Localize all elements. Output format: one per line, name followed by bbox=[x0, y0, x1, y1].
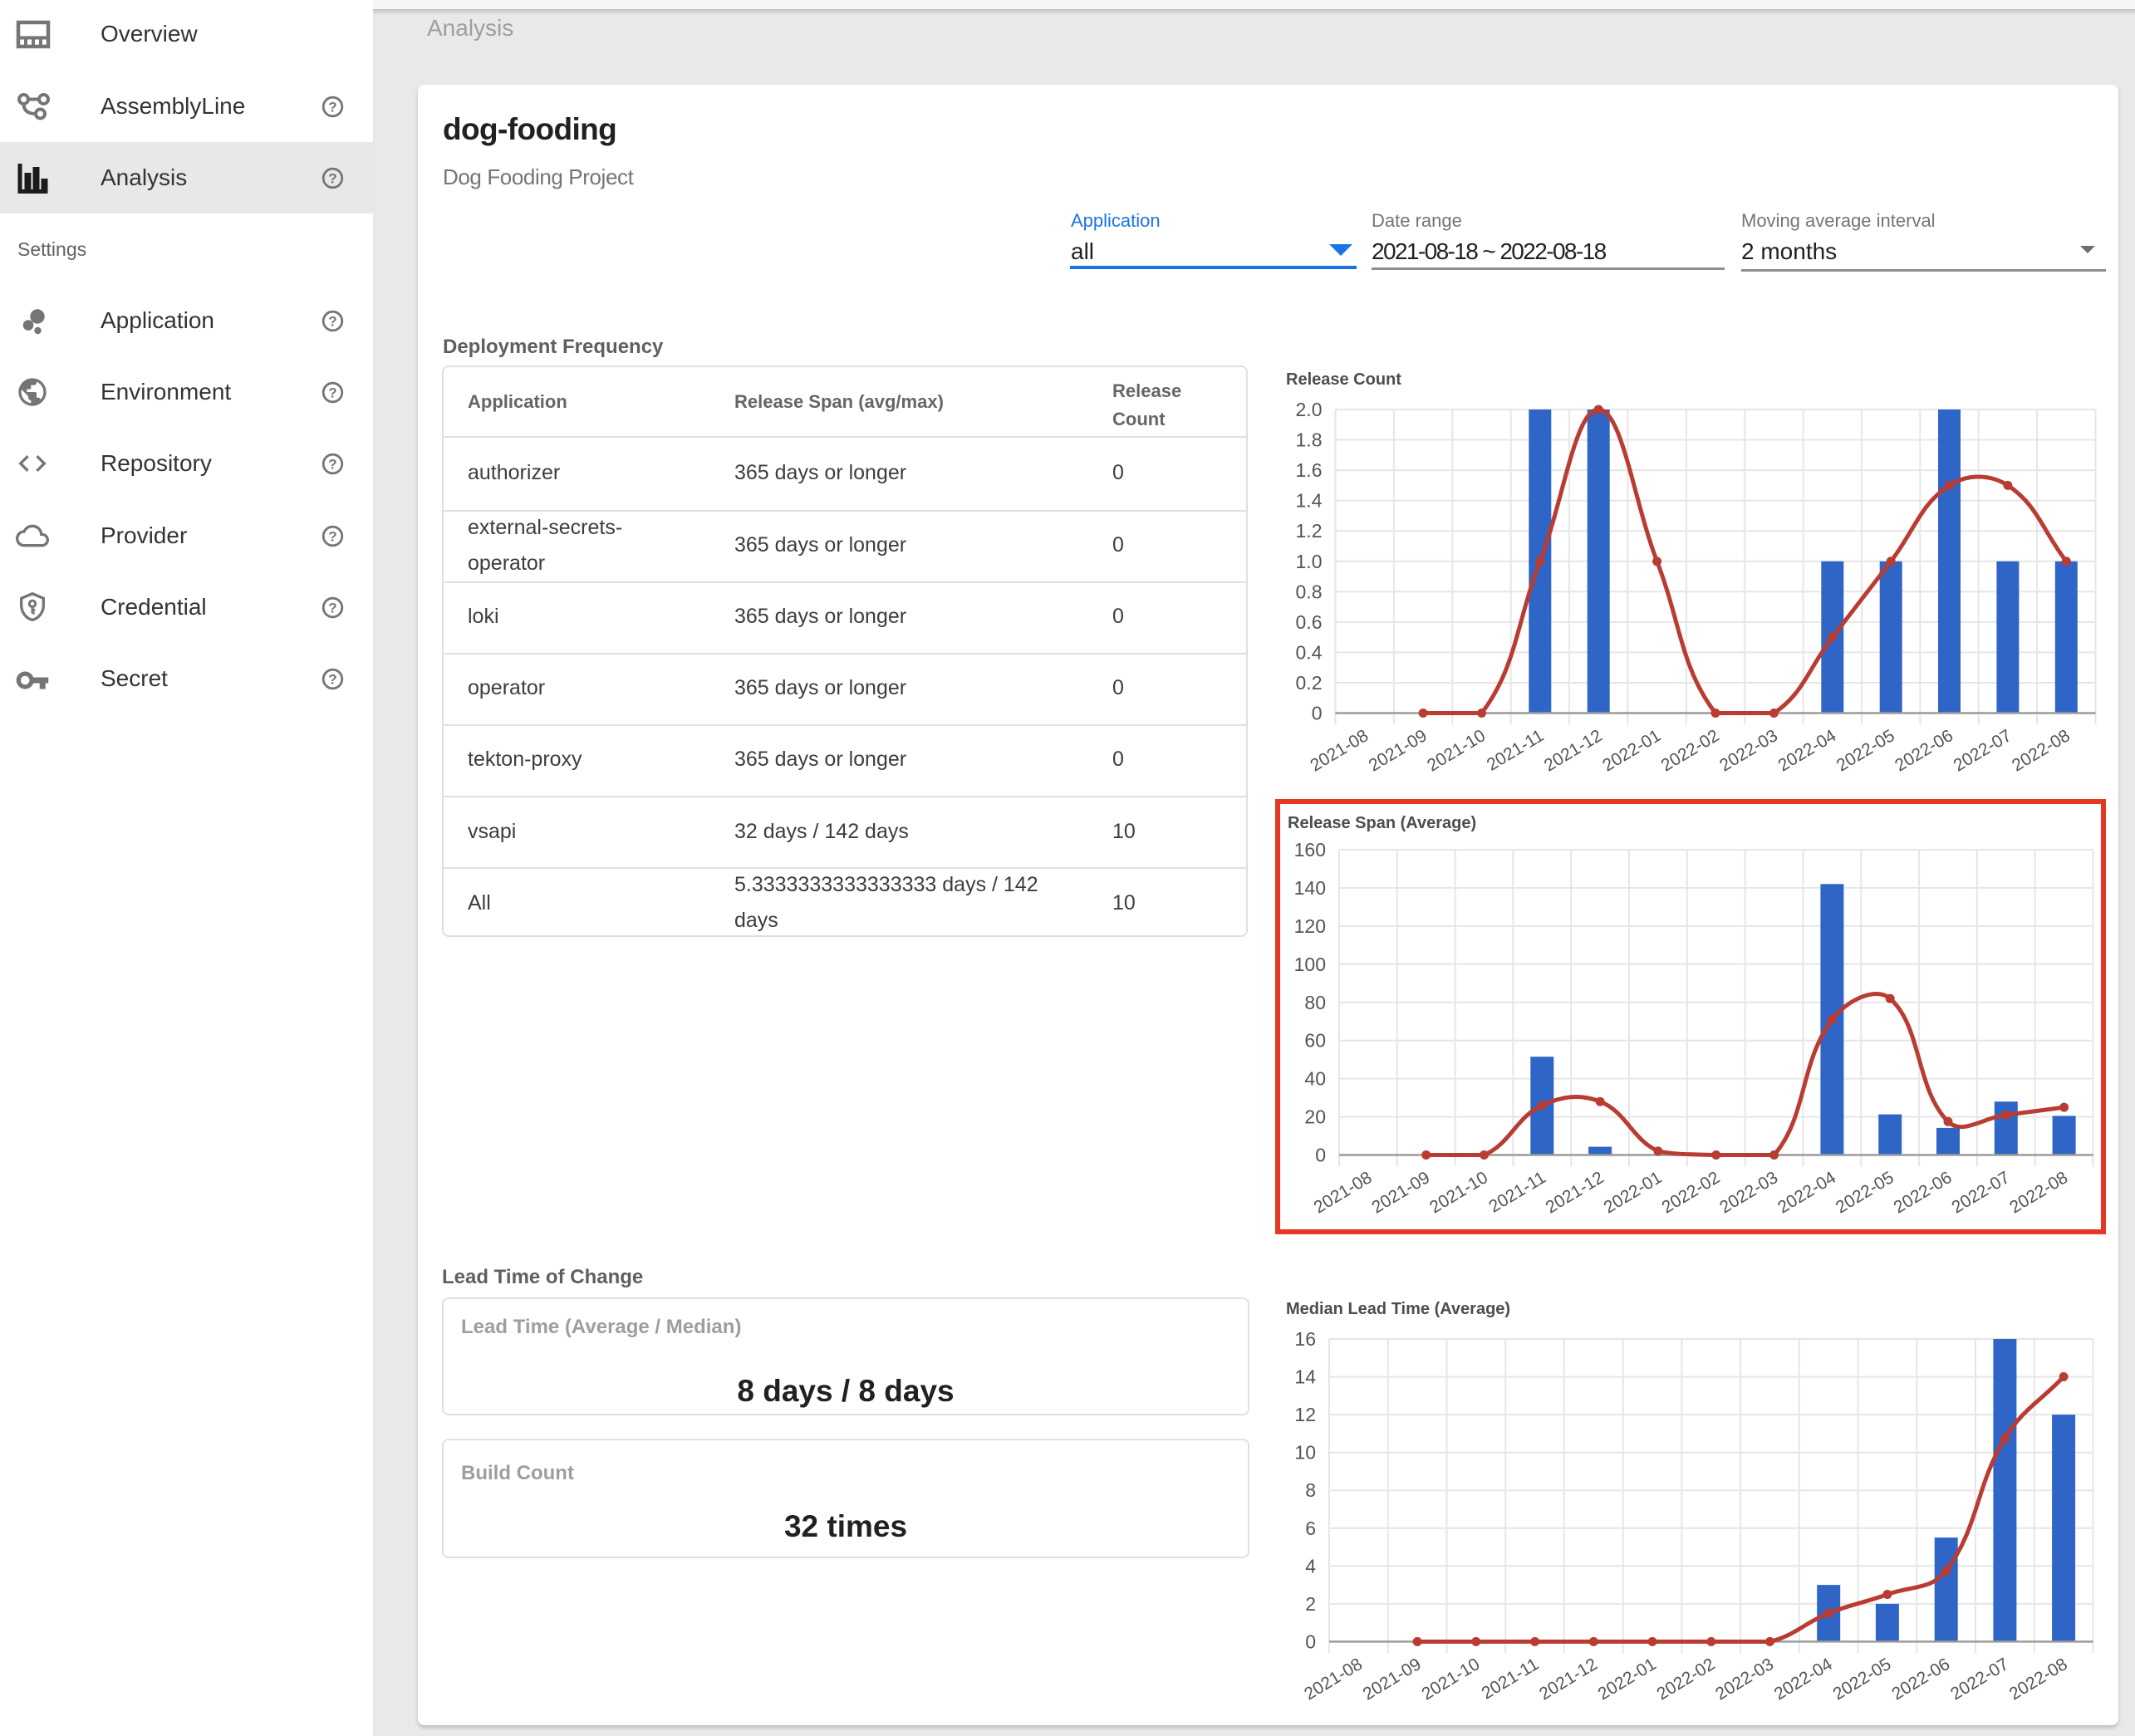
svg-text:2021-08: 2021-08 bbox=[1311, 1168, 1376, 1217]
svg-text:160: 160 bbox=[1294, 839, 1326, 861]
svg-text:20: 20 bbox=[1304, 1106, 1326, 1128]
svg-text:1.8: 1.8 bbox=[1296, 429, 1323, 451]
svg-text:2022-04: 2022-04 bbox=[1774, 726, 1839, 776]
svg-text:?: ? bbox=[328, 100, 336, 115]
svg-text:0: 0 bbox=[1312, 703, 1323, 724]
svg-text:120: 120 bbox=[1294, 915, 1326, 937]
svg-text:?: ? bbox=[328, 314, 336, 330]
svg-text:2021-09: 2021-09 bbox=[1366, 726, 1431, 775]
svg-text:1.2: 1.2 bbox=[1296, 520, 1323, 542]
svg-text:2022-05: 2022-05 bbox=[1830, 1655, 1895, 1704]
svg-text:2022-03: 2022-03 bbox=[1716, 1168, 1781, 1217]
svg-text:1.4: 1.4 bbox=[1296, 490, 1323, 512]
svg-text:2021-12: 2021-12 bbox=[1536, 1655, 1601, 1704]
svg-text:2021-12: 2021-12 bbox=[1541, 726, 1606, 775]
svg-text:40: 40 bbox=[1304, 1068, 1326, 1090]
svg-text:0: 0 bbox=[1305, 1631, 1316, 1652]
svg-text:2021-11: 2021-11 bbox=[1485, 1168, 1549, 1217]
svg-text:2022-08: 2022-08 bbox=[2006, 1655, 2071, 1704]
svg-text:2022-08: 2022-08 bbox=[2006, 1168, 2071, 1217]
svg-text:14: 14 bbox=[1294, 1366, 1316, 1388]
svg-text:2022-05: 2022-05 bbox=[1833, 726, 1898, 775]
svg-text:?: ? bbox=[328, 601, 336, 616]
svg-text:2022-07: 2022-07 bbox=[1948, 1168, 2013, 1217]
svg-text:2022-03: 2022-03 bbox=[1716, 726, 1781, 775]
svg-text:2022-06: 2022-06 bbox=[1892, 726, 1956, 775]
svg-text:2021-11: 2021-11 bbox=[1484, 726, 1548, 775]
svg-text:2022-07: 2022-07 bbox=[1951, 726, 2015, 775]
svg-text:0: 0 bbox=[1315, 1145, 1326, 1166]
svg-text:?: ? bbox=[328, 672, 336, 688]
svg-text:?: ? bbox=[328, 529, 336, 545]
svg-text:60: 60 bbox=[1304, 1030, 1326, 1052]
svg-text:2021-10: 2021-10 bbox=[1426, 1168, 1491, 1217]
svg-text:2022-02: 2022-02 bbox=[1658, 1168, 1723, 1217]
svg-text:1.0: 1.0 bbox=[1296, 551, 1323, 572]
svg-text:2022-06: 2022-06 bbox=[1888, 1655, 1953, 1704]
svg-text:2022-03: 2022-03 bbox=[1712, 1655, 1777, 1704]
svg-text:8: 8 bbox=[1305, 1479, 1316, 1501]
svg-text:0.2: 0.2 bbox=[1296, 672, 1323, 694]
svg-text:2021-12: 2021-12 bbox=[1543, 1168, 1607, 1217]
svg-text:2022-06: 2022-06 bbox=[1891, 1168, 1956, 1217]
svg-text:2021-08: 2021-08 bbox=[1301, 1655, 1366, 1704]
svg-text:2022-05: 2022-05 bbox=[1833, 1168, 1897, 1217]
svg-text:4: 4 bbox=[1305, 1555, 1316, 1577]
svg-text:12: 12 bbox=[1294, 1404, 1316, 1425]
svg-text:2022-08: 2022-08 bbox=[2009, 726, 2074, 775]
svg-text:2022-04: 2022-04 bbox=[1774, 1168, 1839, 1218]
svg-text:100: 100 bbox=[1294, 954, 1326, 975]
svg-text:?: ? bbox=[328, 457, 336, 473]
svg-text:2021-08: 2021-08 bbox=[1307, 726, 1372, 775]
svg-text:2021-10: 2021-10 bbox=[1424, 726, 1489, 775]
svg-text:0.4: 0.4 bbox=[1296, 641, 1323, 663]
svg-text:2022-07: 2022-07 bbox=[1947, 1655, 2012, 1704]
svg-text:10: 10 bbox=[1294, 1442, 1316, 1464]
svg-text:2021-11: 2021-11 bbox=[1479, 1655, 1543, 1704]
svg-text:80: 80 bbox=[1304, 992, 1326, 1013]
svg-text:6: 6 bbox=[1305, 1518, 1316, 1539]
svg-text:16: 16 bbox=[1294, 1328, 1316, 1350]
svg-text:1.6: 1.6 bbox=[1296, 459, 1323, 481]
svg-text:140: 140 bbox=[1294, 877, 1326, 899]
svg-text:2021-09: 2021-09 bbox=[1360, 1655, 1425, 1704]
svg-text:2022-01: 2022-01 bbox=[1599, 726, 1664, 775]
svg-text:0.6: 0.6 bbox=[1296, 611, 1323, 633]
svg-text:2022-02: 2022-02 bbox=[1653, 1655, 1718, 1704]
svg-text:2021-09: 2021-09 bbox=[1368, 1168, 1433, 1217]
svg-text:2022-01: 2022-01 bbox=[1595, 1655, 1660, 1704]
svg-text:2.0: 2.0 bbox=[1296, 399, 1323, 420]
svg-text:2022-04: 2022-04 bbox=[1771, 1655, 1836, 1704]
svg-text:2021-10: 2021-10 bbox=[1418, 1655, 1483, 1704]
svg-text:2022-01: 2022-01 bbox=[1601, 1168, 1666, 1217]
svg-text:2: 2 bbox=[1305, 1593, 1316, 1615]
svg-text:?: ? bbox=[328, 385, 336, 401]
svg-text:0.8: 0.8 bbox=[1296, 581, 1323, 602]
svg-text:?: ? bbox=[328, 171, 336, 187]
svg-text:2022-02: 2022-02 bbox=[1658, 726, 1723, 775]
